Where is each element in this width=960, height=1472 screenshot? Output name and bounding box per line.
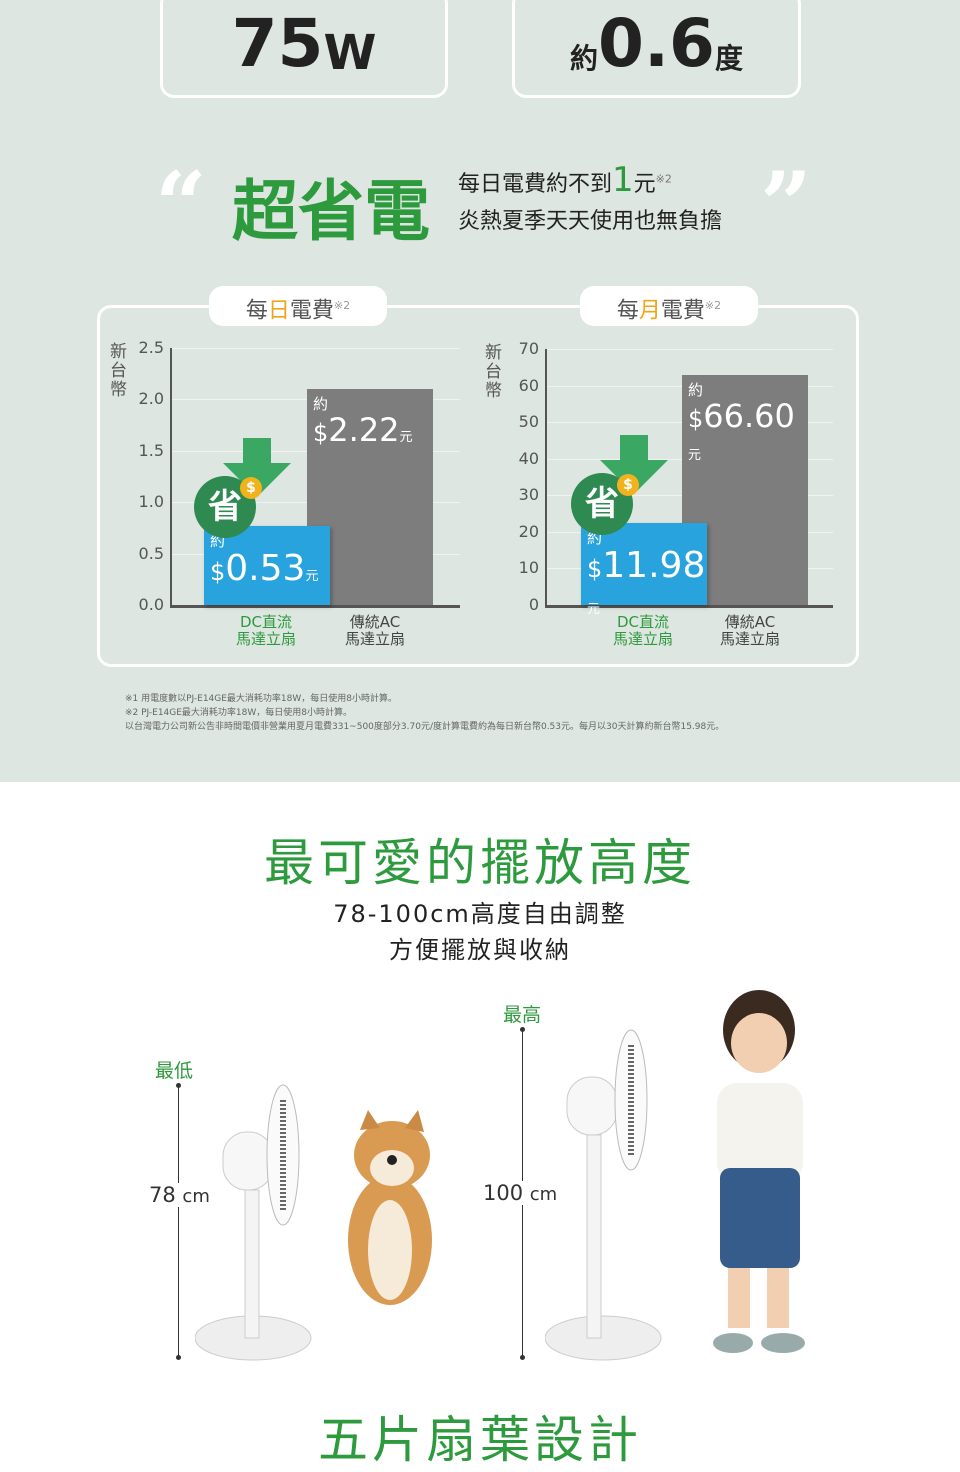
bar-value-label: $11.98元 [587,544,706,617]
y-tick-label: 10 [518,558,539,578]
child-image [713,990,805,1353]
y-axis-label: 新台幣 [485,343,502,401]
down-arrow-icon [243,438,271,464]
y-tick-label: 1.5 [138,440,164,460]
category-label: 傳統AC 馬達立扇 [719,613,780,648]
y-axis [545,349,547,605]
bar-value-label: $66.60元 [688,396,795,463]
y-tick-label: 0.0 [138,595,164,614]
high-value: 100 cm [483,1181,558,1205]
down-arrow-icon [620,435,648,461]
wattage-card: 75 W [160,0,448,98]
y-tick-label: 70 [518,339,539,358]
y-tick-label: 20 [518,521,539,541]
headline-title: 超省電 [232,173,430,250]
y-tick-label: 40 [518,448,539,468]
y-axis [170,348,172,605]
low-label: 最低 [155,1060,194,1082]
footnote-1: ※1 用電度數以PJ-E14GE最大消耗功率18W，每日使用8小時計算。 [125,694,398,704]
close-quote: ” [760,152,812,258]
high-label: 最高 [503,1004,542,1026]
kwh-value: 0.6 [598,5,715,82]
y-tick-label: 50 [518,412,539,432]
y-tick-label: 30 [518,485,539,505]
y-tick-label: 0 [528,595,539,614]
next-section-title: 五片扇葉設計 [318,1411,642,1469]
height-subtitle-1: 78-100cm高度自由調整 [333,900,627,928]
wattage-value: 75 [231,5,324,82]
shiba-dog-image [348,1110,432,1305]
dc-bar: 約 $11.98元 [581,522,707,616]
fan-high-image [545,1029,662,1361]
bar-value-label: $0.53元 [210,547,319,589]
y-tick-label: 2.5 [138,338,164,357]
ac-bar: 約 $2.22元 [307,389,433,605]
fan-low-image [195,1084,312,1361]
height-subtitle-2: 方便擺放與收納 [389,936,571,964]
dim-dot [176,1355,181,1360]
low-value: 78 cm [149,1183,210,1207]
y-tick-label: 0.5 [138,543,164,563]
bar-label-prefix: 約 [313,395,329,414]
y-tick-label: 1.0 [138,492,164,512]
category-label: DC直流 馬達立扇 [612,613,673,648]
gridline [170,348,460,349]
wattage-unit: W [323,25,377,81]
category-label: DC直流 馬達立扇 [235,613,296,648]
dim-dot [520,1355,525,1360]
low-dimension-line [178,1085,179,1357]
y-tick-label: 2.0 [138,389,164,409]
gridline [545,349,833,350]
kwh-prefix: 約 [570,42,599,75]
height-title: 最可愛的擺放高度 [264,834,696,892]
headline-line2: 炎熱夏季天天使用也無負擔 [458,209,723,234]
x-axis [170,605,460,608]
bar-value-label: $2.22元 [313,411,413,450]
footnote-3: 以台灣電力公司新公告非時間電價非營業用夏月電費331~500度部分3.70元/度… [125,722,725,732]
y-tick-label: 60 [518,375,539,395]
kwh-card: 約 0.6 度 [512,0,801,98]
coin-icon: $ [617,474,639,496]
x-axis [545,605,833,608]
kwh-unit: 度 [714,42,743,75]
monthly-chart-title: 每月電費※2 [580,286,758,326]
daily-chart-title: 每日電費※2 [209,286,387,326]
bar-label-prefix: 約 [688,380,704,399]
open-quote: “ [155,152,207,258]
y-axis-label: 新台幣 [110,342,127,400]
headline-line1: 每日電費約不到1元※2 [458,160,672,200]
dim-dot [520,1027,525,1032]
coin-icon: $ [240,477,262,499]
category-label: 傳統AC 馬達立扇 [344,613,405,648]
charts-frame [97,305,859,667]
footnote-2: ※2 PJ-E14GE最大消耗功率18W，每日使用8小時計算。 [125,708,353,718]
dc-bar: 約 $0.53元 [204,525,330,605]
